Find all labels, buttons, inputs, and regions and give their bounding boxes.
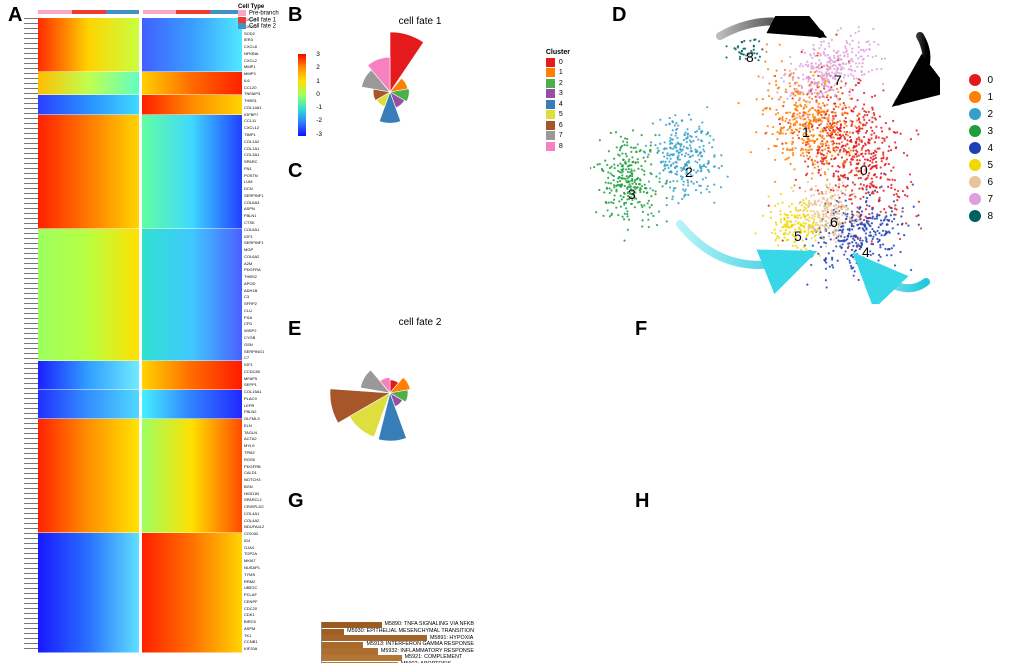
panel-label-C: C	[288, 160, 302, 183]
panel-A-heatmap: CXCL1CXCL3SOD2IER3CXCL8NFKBIACXCL2MMP1MM…	[24, 18, 282, 653]
panel-label-F: F	[635, 318, 647, 341]
pie-legend: Cluster012345678	[546, 49, 570, 152]
panel-C-pie: cell fate 2	[310, 315, 530, 460]
umap-cluster-num: 1	[802, 124, 810, 140]
umap-cluster-num: 7	[834, 72, 842, 88]
panel-label-E: E	[288, 318, 301, 341]
umap-cluster-num: 5	[794, 228, 802, 244]
umap-cluster-num: 8	[746, 49, 754, 65]
umap-legend: 012345678	[969, 74, 993, 227]
panel-label-A: A	[8, 4, 22, 27]
umap-cluster-num: 0	[860, 162, 868, 178]
panel-label-H: H	[635, 490, 649, 513]
umap-cluster-num: 3	[628, 186, 636, 202]
panel-B-pie: cell fate 1 Cluster012345678	[310, 14, 530, 159]
umap-cluster-num: 6	[830, 214, 838, 230]
pie-C-title: cell fate 2	[310, 317, 530, 328]
panel-E-bar: M5890: TNFA SIGNALING VIA NFKBM5930: EPI…	[308, 620, 626, 663]
panel-label-G: G	[288, 490, 304, 513]
bar-row: M5921: COMPLEMENT	[322, 655, 474, 661]
heatmap-gene-labels: CXCL1CXCL3SOD2IER3CXCL8NFKBIACXCL2MMP1MM…	[242, 18, 282, 653]
umap-cluster-num: 4	[862, 244, 870, 260]
figure-root: ABCDEFGH CXCL1CXCL3SOD2IER3CXCL8NFKBIACX…	[0, 0, 1020, 663]
heatmap-colorbar	[298, 54, 306, 136]
pie-B-title: cell fate 1	[310, 16, 530, 27]
dendrogram	[24, 18, 38, 653]
umap-cluster-num: 2	[685, 164, 693, 180]
heatmap-celltype-legend: Cell Type Pre-branchCell fate 1Cell fate…	[238, 4, 302, 30]
bar-row: M5930: EPITHELIAL MESENCHYMAL TRANSITION	[322, 629, 474, 635]
panel-D-umap: 0 1 2 3 4 5 6 7 8	[590, 14, 995, 314]
